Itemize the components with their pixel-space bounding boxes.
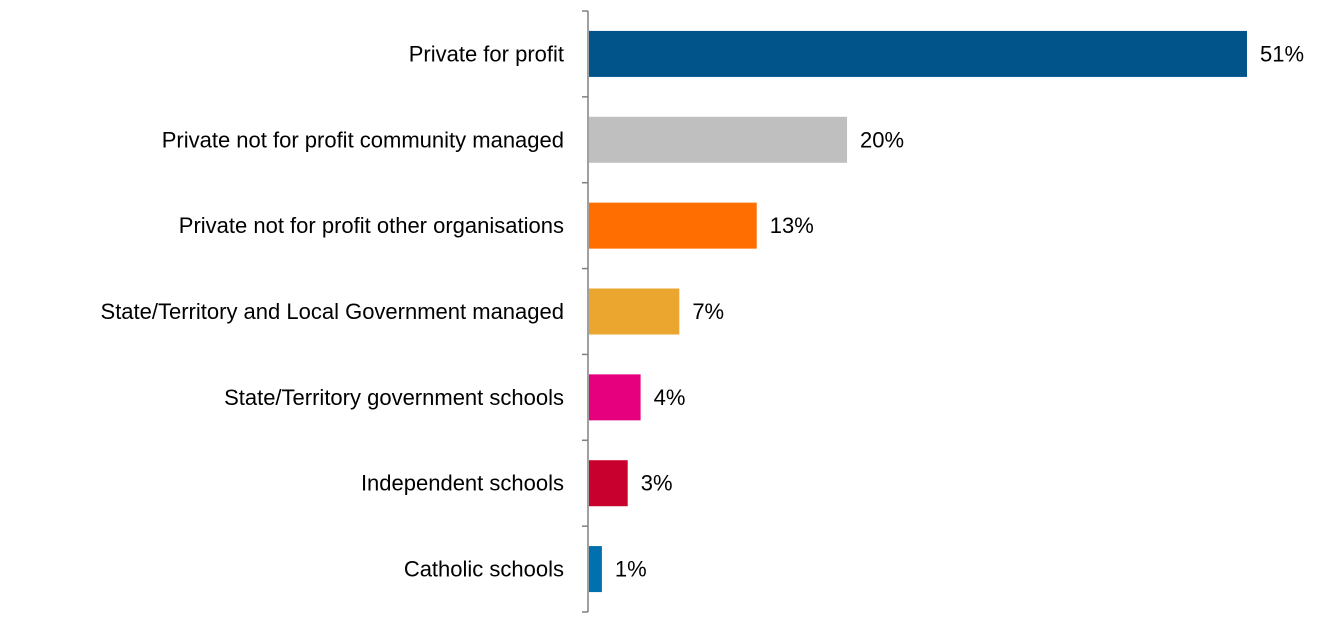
data-label: 3% xyxy=(641,471,673,496)
bar xyxy=(589,374,641,421)
category-label: Private for profit xyxy=(409,41,564,66)
category-label: Private not for profit other organisatio… xyxy=(179,213,564,238)
category-label: Catholic schools xyxy=(404,557,564,582)
bar xyxy=(589,202,757,249)
data-label: 51% xyxy=(1260,41,1304,66)
category-label: Private not for profit community managed xyxy=(162,127,564,152)
labels-group: Private for profit 51% Private not for pro… xyxy=(101,41,1305,581)
category-label: State/Territory and Local Government man… xyxy=(101,299,564,324)
data-label: 13% xyxy=(770,213,814,238)
category-label: State/Territory government schools xyxy=(224,385,564,410)
bar xyxy=(589,116,848,163)
data-label: 1% xyxy=(615,557,647,582)
category-label: Independent schools xyxy=(361,471,564,496)
bar xyxy=(589,288,680,335)
bar xyxy=(589,30,1247,77)
data-label: 20% xyxy=(860,127,904,152)
bar xyxy=(589,460,628,507)
data-label: 7% xyxy=(692,299,724,324)
data-label: 4% xyxy=(654,385,686,410)
category-axis xyxy=(582,10,589,613)
bar xyxy=(589,546,602,593)
bars-group xyxy=(589,30,1247,593)
